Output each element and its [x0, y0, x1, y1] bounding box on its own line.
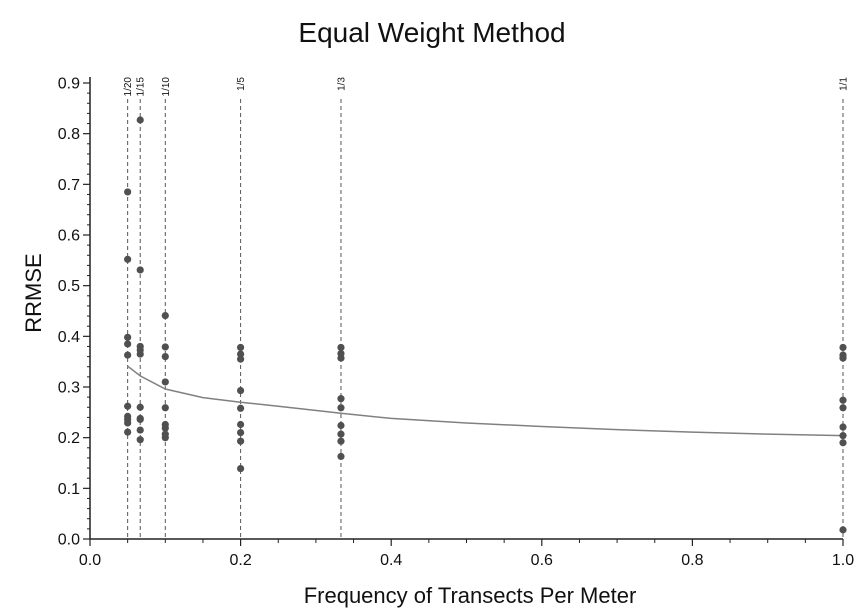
data-point: [337, 421, 345, 430]
reference-line-label: 1/20: [123, 77, 134, 97]
data-point: [237, 420, 245, 429]
data-point: [337, 430, 345, 438]
reference-line-label: 1/15: [136, 77, 147, 97]
data-point: [161, 404, 169, 412]
x-tick-label: 0.2: [229, 552, 251, 569]
data-point: [124, 188, 132, 196]
data-point: [337, 452, 345, 461]
x-tick-label: 0.8: [681, 552, 703, 569]
data-point: [136, 116, 144, 124]
data-point: [161, 343, 169, 351]
data-point: [237, 386, 245, 395]
data-point: [237, 437, 245, 445]
data-point: [839, 343, 847, 352]
data-point: [161, 424, 169, 432]
data-point: [124, 340, 132, 348]
data-point: [237, 343, 245, 352]
data-point: [124, 333, 132, 341]
data-point: [237, 355, 245, 363]
y-tick-label: 0.8: [58, 126, 80, 143]
fit-curve: [127, 365, 844, 437]
x-tick-label: 0.4: [380, 552, 402, 569]
data-point: [337, 404, 345, 412]
data-point: [337, 437, 345, 445]
y-tick-label: 0.6: [58, 228, 80, 245]
y-tick-label: 0.2: [58, 430, 80, 447]
reference-line-label: 1/5: [236, 77, 247, 91]
data-point: [161, 378, 169, 386]
y-tick-label: 0.4: [58, 329, 80, 346]
data-point: [124, 428, 132, 436]
y-tick-label: 0.7: [58, 177, 80, 194]
data-point: [237, 429, 245, 437]
data-point: [136, 415, 144, 424]
chart-title: Equal Weight Method: [298, 17, 565, 48]
data-point: [839, 432, 847, 440]
data-point: [136, 266, 144, 274]
data-point: [337, 395, 345, 403]
data-point: [839, 526, 847, 534]
data-point: [124, 255, 132, 263]
y-tick-label: 0.5: [58, 278, 80, 295]
data-point: [136, 436, 144, 444]
y-axis-label: RRMSE: [21, 253, 46, 332]
data-point: [136, 403, 144, 411]
x-tick-label: 0.6: [531, 552, 553, 569]
data-point: [237, 404, 245, 412]
data-point: [161, 353, 169, 361]
data-point: [337, 343, 345, 352]
x-tick-label: 0.0: [79, 552, 101, 569]
data-point: [136, 350, 144, 358]
y-tick-label: 0.0: [58, 532, 80, 549]
data-point: [136, 426, 144, 434]
plot-area: 0.0 0.1 0.2 0.3 0.4 0.5 0.6 0.7 0.8 0.9 0.0 0.2 0.4 0…: [58, 76, 854, 570]
reference-line-label: 1/3: [336, 77, 347, 91]
data-point: [237, 464, 245, 473]
y-tick-label: 0.3: [58, 380, 80, 397]
data-point: [124, 351, 132, 359]
data-point: [839, 404, 847, 412]
y-tick-label: 0.9: [58, 76, 80, 93]
x-axis-label: Frequency of Transects Per Meter: [304, 583, 637, 608]
data-point: [124, 402, 132, 410]
data-point: [161, 434, 169, 442]
data-point: [237, 350, 245, 358]
reference-line-label: 1/1: [839, 77, 850, 91]
data-point: [839, 396, 847, 404]
data-point: [161, 311, 169, 320]
y-tick-label: 0.1: [58, 481, 80, 498]
data-point: [839, 354, 847, 362]
data-point: [839, 423, 847, 431]
reference-line-label: 1/10: [161, 77, 172, 97]
x-tick-label: 1.0: [832, 552, 854, 569]
data-point: [124, 419, 132, 427]
data-point: [839, 439, 847, 447]
data-point: [337, 354, 345, 362]
